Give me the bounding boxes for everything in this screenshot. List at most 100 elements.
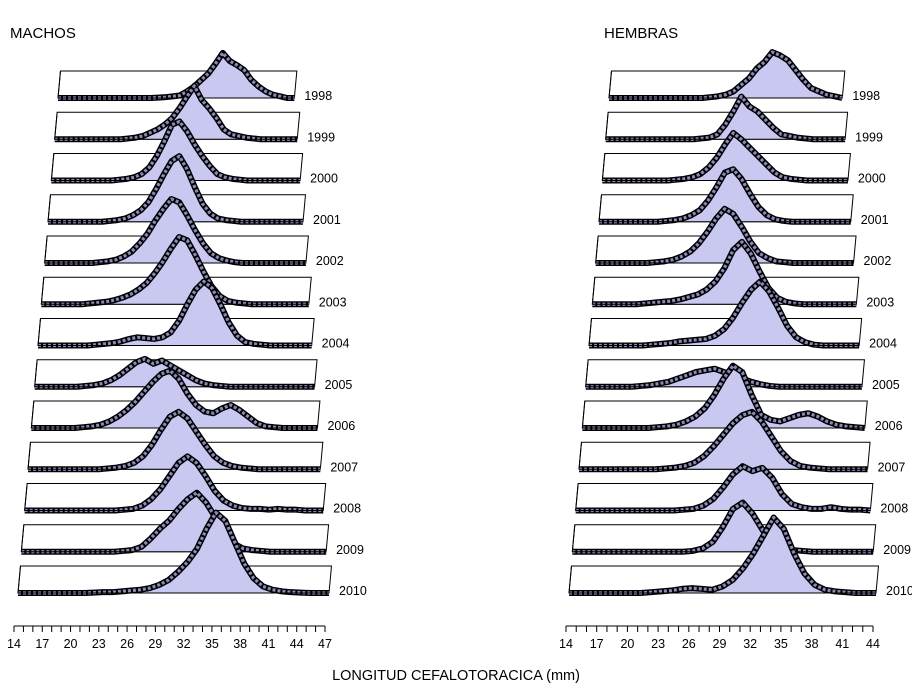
x-tick-label-hembras-35: 35 — [774, 637, 788, 651]
x-tick-label-hembras-44: 44 — [866, 637, 880, 651]
x-tick-label-machos-35: 35 — [205, 637, 219, 651]
depth-edge-left-machos-5 — [40, 277, 45, 305]
depth-edge-left-hembras-0 — [608, 70, 612, 99]
year-label-machos-2004: 2004 — [322, 337, 350, 351]
x-tick-label-hembras-32: 32 — [743, 637, 757, 651]
x-tick-label-machos-47: 47 — [318, 637, 332, 651]
x-tick-label-machos-20: 20 — [64, 637, 78, 651]
ridge-machos-2007: 2007 — [27, 408, 358, 474]
depth-edge-left-machos-11 — [20, 524, 25, 552]
ridge-hembras-2010: 2010 — [568, 514, 912, 598]
x-tick-label-machos-38: 38 — [233, 637, 247, 651]
depth-edge-left-hembras-12 — [568, 565, 572, 594]
panel-title-machos: MACHOS — [10, 25, 76, 42]
depth-edge-left-machos-0 — [57, 70, 61, 99]
depth-edge-left-hembras-5 — [591, 277, 596, 305]
ridge-area-machos-2000 — [51, 121, 301, 181]
ridge-machos-2009: 2009 — [20, 489, 364, 557]
depth-edge-left-hembras-7 — [585, 359, 589, 387]
depth-edge-left-machos-4 — [44, 235, 48, 264]
year-label-hembras-1998: 1998 — [852, 89, 880, 103]
ridge-band-fill-hembras-2007 — [579, 410, 868, 471]
x-tick-label-hembras-38: 38 — [805, 637, 819, 651]
ridge-machos-2010: 2010 — [17, 509, 367, 598]
x-tick-label-machos-26: 26 — [120, 637, 134, 651]
ridge-hembras-2008: 2008 — [575, 463, 908, 516]
year-label-hembras-2004: 2004 — [869, 337, 897, 351]
ridge-hembras-2007: 2007 — [578, 408, 906, 474]
ridge-area-machos-2001 — [48, 156, 304, 222]
ridge-band-fill-machos-2008 — [24, 454, 324, 513]
ridge-band-fill-hembras-2008 — [575, 464, 871, 513]
depth-edge-left-hembras-9 — [578, 442, 582, 470]
ridge-area-hembras-2000 — [602, 132, 848, 181]
ridge-area-hembras-2010 — [569, 517, 876, 593]
panel-machos: MACHOS 1998 1999 2000 2001 2002 2003 2004 2005 20… — [7, 25, 367, 651]
figure-x-axis-label: LONGITUD CEFALOTORACICA (mm) — [332, 668, 580, 684]
x-tick-label-machos-29: 29 — [148, 637, 162, 651]
x-tick-label-machos-41: 41 — [262, 637, 276, 651]
depth-edge-left-machos-3 — [47, 194, 51, 222]
x-tick-label-machos-14: 14 — [7, 637, 21, 651]
ridge-hembras-2003: 2003 — [591, 238, 894, 309]
ridge-band-fill-machos-2007 — [28, 410, 321, 471]
x-tick-label-hembras-26: 26 — [682, 637, 696, 651]
ridge-area-hembras-2002 — [595, 208, 854, 263]
ridge-hembras-2004: 2004 — [588, 278, 897, 351]
x-tick-label-hembras-29: 29 — [713, 637, 727, 651]
x-tick-label-hembras-14: 14 — [559, 637, 573, 651]
ridge-area-hembras-2006 — [582, 365, 865, 428]
ridge-area-machos-2004 — [38, 281, 312, 346]
year-label-machos-2009: 2009 — [336, 543, 364, 557]
year-label-machos-2003: 2003 — [319, 295, 347, 309]
ridge-area-machos-2009 — [21, 492, 327, 552]
year-label-machos-2010: 2010 — [339, 584, 367, 598]
x-tick-label-machos-23: 23 — [92, 637, 106, 651]
ridge-area-machos-2008 — [24, 456, 324, 511]
year-label-hembras-2007: 2007 — [878, 460, 906, 474]
x-tick-label-machos-32: 32 — [177, 637, 191, 651]
ridge-hembras-2009: 2009 — [571, 499, 911, 557]
year-label-hembras-2010: 2010 — [886, 584, 912, 598]
year-label-hembras-1999: 1999 — [855, 130, 883, 144]
year-label-hembras-2003: 2003 — [866, 295, 894, 309]
depth-edge-left-machos-9 — [27, 442, 31, 470]
ridge-hembras-2006: 2006 — [581, 362, 903, 433]
ridge-machos-1998: 1998 — [57, 49, 332, 103]
year-label-hembras-2000: 2000 — [858, 172, 886, 186]
depth-edge-left-machos-6 — [37, 318, 41, 346]
year-label-hembras-2005: 2005 — [872, 378, 900, 392]
panel-title-hembras: HEMBRAS — [604, 25, 678, 42]
ridge-band-fill-hembras-1998 — [609, 50, 843, 100]
ridge-machos-2005: 2005 — [34, 355, 352, 392]
ridge-hembras-1999: 1999 — [605, 93, 883, 144]
ridge-area-hembras-2001 — [599, 169, 851, 222]
x-tick-label-hembras-17: 17 — [590, 637, 604, 651]
depth-edge-left-hembras-11 — [571, 524, 576, 552]
ridge-band-fill-hembras-1999 — [605, 95, 846, 141]
year-label-machos-2008: 2008 — [333, 502, 361, 516]
x-tick-label-hembras-23: 23 — [651, 637, 665, 651]
ridge-area-machos-2006 — [31, 370, 318, 428]
ridge-area-machos-2003 — [41, 237, 309, 305]
year-label-hembras-2009: 2009 — [883, 543, 911, 557]
year-label-hembras-2002: 2002 — [864, 254, 892, 268]
ridge-area-machos-2002 — [44, 199, 306, 263]
ridge-machos-2004: 2004 — [37, 278, 350, 351]
ridge-area-hembras-1999 — [605, 96, 846, 140]
depth-edge-left-hembras-6 — [588, 318, 592, 346]
year-label-hembras-2006: 2006 — [875, 419, 903, 433]
ridge-hembras-2000: 2000 — [601, 129, 886, 186]
x-tick-label-machos-44: 44 — [290, 637, 304, 651]
depth-edge-left-machos-12 — [17, 565, 21, 594]
ridge-hembras-1998: 1998 — [608, 49, 880, 103]
depth-edge-left-machos-7 — [34, 359, 38, 387]
year-label-machos-2002: 2002 — [316, 254, 344, 268]
depth-edge-left-hembras-2 — [601, 153, 606, 181]
year-label-hembras-2001: 2001 — [861, 213, 889, 227]
ridge-area-machos-2007 — [28, 411, 321, 470]
year-label-hembras-2008: 2008 — [880, 502, 908, 516]
year-label-machos-2001: 2001 — [313, 213, 341, 227]
